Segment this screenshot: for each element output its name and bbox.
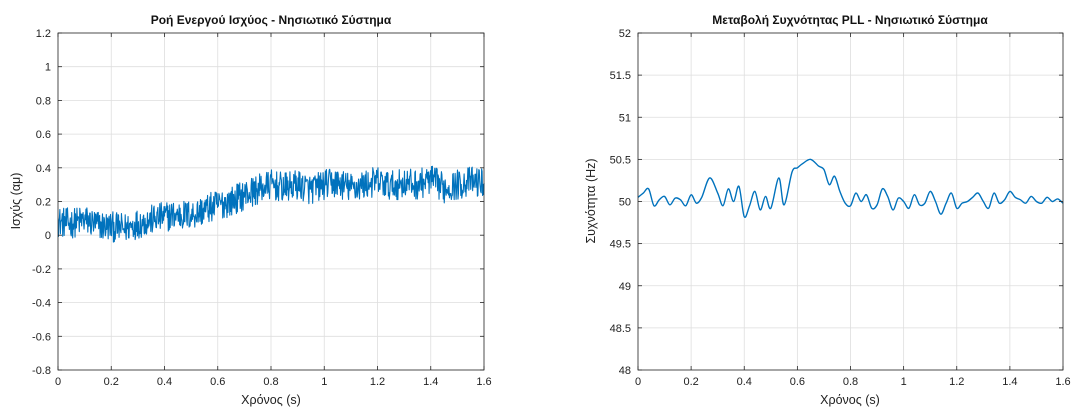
y-axis-label: Συχνότητα (Hz) — [584, 158, 598, 243]
y-axis-label: Ισχύς (αμ) — [9, 173, 23, 230]
chart-title: Μεταβολή Συχνότητας PLL - Νησιωτικό Σύστ… — [712, 13, 988, 27]
power-flow-chart: 0 0.2 0.4 0.6 0.8 1 1.2 1.4 1.6 -0.8 -0.6 -0.4 -0.2 0… — [9, 13, 492, 407]
y-tick-label: 51.5 — [610, 70, 631, 82]
series-line — [637, 158, 1064, 218]
y-tick-label: 52 — [619, 28, 631, 40]
x-tick-label: 0.4 — [157, 376, 172, 388]
y-tick-label: 49 — [619, 281, 631, 293]
y-tick-label: 48 — [619, 365, 631, 377]
y-tick-label: 51 — [619, 112, 631, 124]
y-tick-label: 0.8 — [36, 95, 51, 107]
x-tick-label: 0.2 — [104, 376, 119, 388]
x-tick-label: 0 — [635, 376, 641, 388]
y-tick-label: -0.6 — [32, 331, 51, 343]
chart-title: Ροή Ενεργού Ισχύος - Νησιωτικό Σύστημα — [151, 13, 392, 27]
series-layer — [57, 165, 485, 243]
y-tick-label: -0.8 — [32, 365, 51, 377]
y-tick-label: 48.5 — [610, 323, 631, 335]
tick-labels: 0 0.2 0.4 0.6 0.8 1 1.2 1.4 1.6 -0.8 -0.6 -0.4 -0.2 0… — [32, 28, 492, 388]
y-tick-label: 50.5 — [610, 154, 631, 166]
tick-labels: 0 0.2 0.4 0.6 0.8 1 1.2 1.4 1.6 48 48.5 49 49.5 50 50.… — [610, 28, 1071, 388]
x-tick-label: 0.6 — [210, 376, 225, 388]
x-tick-label: 1.4 — [423, 376, 438, 388]
y-tick-label: 0.2 — [36, 197, 51, 209]
series-layer — [637, 158, 1064, 218]
pll-frequency-chart: 0 0.2 0.4 0.6 0.8 1 1.2 1.4 1.6 48 48.5 49 49.5 50 50.… — [584, 13, 1071, 407]
x-tick-label: 1 — [321, 376, 327, 388]
y-tick-label: 0 — [45, 230, 51, 242]
x-tick-label: 0 — [55, 376, 61, 388]
x-tick-label: 0.4 — [737, 376, 752, 388]
x-axis-label: Χρόνος (s) — [820, 393, 880, 407]
y-tick-label: 0.6 — [36, 129, 51, 141]
y-tick-label: -0.2 — [32, 264, 51, 276]
x-tick-label: 1.2 — [370, 376, 385, 388]
y-tick-label: -0.4 — [32, 298, 51, 310]
x-tick-label: 1.2 — [949, 376, 964, 388]
x-tick-label: 0.8 — [263, 376, 278, 388]
x-tick-label: 1 — [901, 376, 907, 388]
x-tick-label: 1.6 — [476, 376, 491, 388]
x-tick-label: 0.2 — [683, 376, 698, 388]
y-tick-label: 1.2 — [36, 28, 51, 40]
x-axis-label: Χρόνος (s) — [241, 393, 301, 407]
series-line — [57, 165, 485, 243]
y-tick-label: 50 — [619, 197, 631, 209]
y-tick-label: 49.5 — [610, 239, 631, 251]
x-tick-label: 0.6 — [790, 376, 805, 388]
x-tick-label: 1.6 — [1055, 376, 1070, 388]
y-tick-label: 1 — [45, 62, 51, 74]
y-tick-label: 0.4 — [36, 163, 51, 175]
x-tick-label: 0.8 — [843, 376, 858, 388]
x-tick-label: 1.4 — [1002, 376, 1017, 388]
